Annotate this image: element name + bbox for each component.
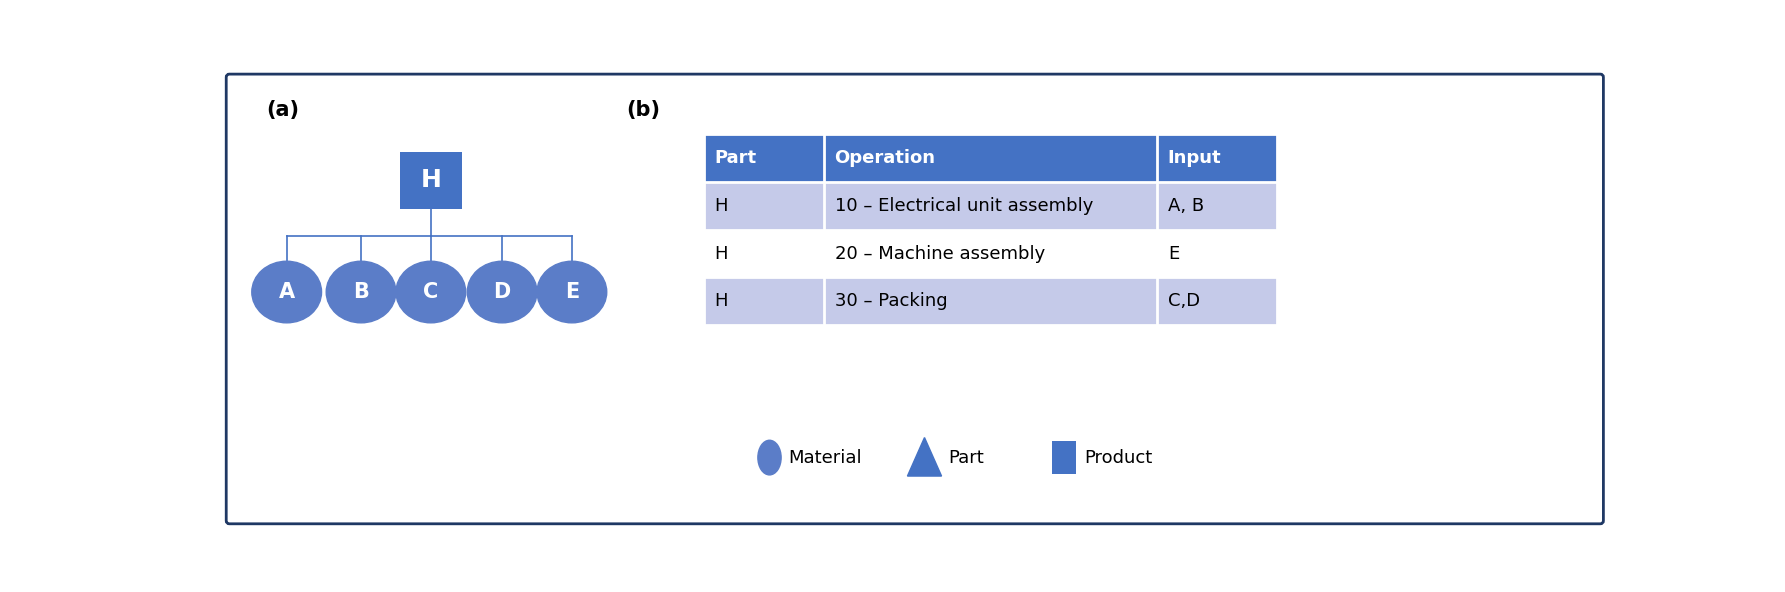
Ellipse shape bbox=[759, 440, 782, 475]
Text: 10 – Electrical unit assembly: 10 – Electrical unit assembly bbox=[835, 197, 1092, 215]
FancyBboxPatch shape bbox=[703, 278, 823, 325]
FancyBboxPatch shape bbox=[1157, 230, 1276, 278]
Text: H: H bbox=[714, 197, 728, 215]
Text: (b): (b) bbox=[627, 99, 660, 120]
Text: A: A bbox=[278, 282, 295, 302]
Text: A, B: A, B bbox=[1167, 197, 1203, 215]
Text: E: E bbox=[564, 282, 578, 302]
Polygon shape bbox=[907, 437, 941, 476]
FancyBboxPatch shape bbox=[703, 134, 823, 182]
Text: B: B bbox=[353, 282, 369, 302]
FancyBboxPatch shape bbox=[823, 278, 1157, 325]
Text: E: E bbox=[1167, 244, 1180, 262]
FancyBboxPatch shape bbox=[823, 230, 1157, 278]
Text: Operation: Operation bbox=[835, 149, 935, 167]
Text: H: H bbox=[421, 168, 441, 192]
Text: Product: Product bbox=[1083, 449, 1153, 466]
Text: 20 – Machine assembly: 20 – Machine assembly bbox=[835, 244, 1044, 262]
Ellipse shape bbox=[468, 261, 537, 323]
Ellipse shape bbox=[537, 261, 607, 323]
Text: (a): (a) bbox=[266, 99, 298, 120]
FancyBboxPatch shape bbox=[703, 230, 823, 278]
FancyBboxPatch shape bbox=[1157, 134, 1276, 182]
FancyBboxPatch shape bbox=[1157, 278, 1276, 325]
Text: H: H bbox=[714, 292, 728, 310]
FancyBboxPatch shape bbox=[823, 134, 1157, 182]
Text: Input: Input bbox=[1167, 149, 1221, 167]
Text: Part: Part bbox=[714, 149, 757, 167]
FancyBboxPatch shape bbox=[400, 152, 462, 209]
Ellipse shape bbox=[327, 261, 396, 323]
FancyBboxPatch shape bbox=[703, 182, 823, 230]
FancyBboxPatch shape bbox=[227, 74, 1603, 524]
Text: Material: Material bbox=[789, 449, 862, 466]
Text: H: H bbox=[714, 244, 728, 262]
FancyBboxPatch shape bbox=[1051, 442, 1076, 474]
Ellipse shape bbox=[252, 261, 321, 323]
Ellipse shape bbox=[396, 261, 466, 323]
Text: C,D: C,D bbox=[1167, 292, 1200, 310]
FancyBboxPatch shape bbox=[823, 182, 1157, 230]
Text: 30 – Packing: 30 – Packing bbox=[835, 292, 948, 310]
Text: Part: Part bbox=[948, 449, 984, 466]
FancyBboxPatch shape bbox=[1157, 182, 1276, 230]
Text: D: D bbox=[493, 282, 511, 302]
Text: C: C bbox=[423, 282, 439, 302]
